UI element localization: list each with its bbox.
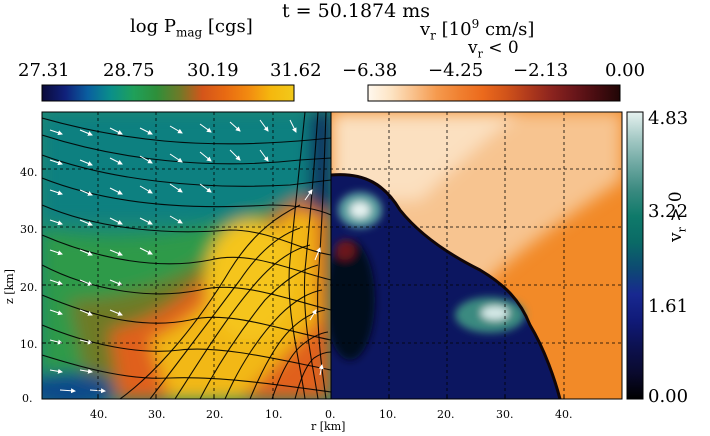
- side-colorbar-tick: 1.61: [648, 296, 689, 317]
- tick-marks: [42, 168, 565, 400]
- light-blob-lower: [481, 306, 509, 320]
- y-tick-label: 40.: [20, 166, 38, 179]
- right-colorbar-tick: −6.38: [342, 60, 398, 81]
- y-tick-label: 10.: [20, 338, 38, 351]
- right-colorbar-label-main: v: [420, 19, 431, 40]
- right-colorbar-sublabel-sub: r: [477, 47, 483, 61]
- axis-dark-strip: [310, 112, 331, 212]
- right-colorbar-tick: −4.25: [428, 60, 484, 81]
- x-axis-label: r [km]: [311, 420, 346, 433]
- right-colorbar-tick: −2.13: [513, 60, 569, 81]
- left-panel: [42, 112, 331, 399]
- left-colorbar-tick: 31.62: [270, 60, 322, 81]
- light-blob-upper: [350, 202, 370, 218]
- right-colorbar-label-sup: 9: [471, 17, 480, 31]
- x-tick-label: 30.: [148, 408, 166, 421]
- grid: [42, 112, 622, 399]
- shock-front: [331, 173, 562, 399]
- shock-region-positive: [331, 174, 560, 399]
- left-colorbar-label-sub: mag: [175, 25, 203, 40]
- plot-frame: [41, 111, 623, 400]
- x-tick-label: 40.: [90, 408, 108, 421]
- left-colorbar-label: log Pmag [cgs]: [130, 18, 253, 39]
- right-colorbar-sublabel: vr < 0: [468, 38, 519, 61]
- right-panel: [331, 112, 622, 399]
- side-colorbar-tick: 3.22: [648, 201, 689, 222]
- dark-core: [331, 240, 375, 360]
- left-colorbar-label-unit: [cgs]: [202, 16, 253, 37]
- right-colorbar: [367, 84, 621, 102]
- right-colorbar-sublabel-rest: < 0: [482, 38, 519, 58]
- side-colorbar-tick: 4.83: [648, 108, 689, 129]
- left-colorbar-tick: 27.31: [18, 60, 70, 81]
- bottom-left-blue: [42, 372, 115, 399]
- left-colorbar-tick: 30.19: [187, 60, 239, 81]
- y-tick-label: 30.: [20, 223, 38, 236]
- x-tick-label: 10.: [379, 408, 397, 421]
- left-colorbar-tick: 28.75: [103, 60, 155, 81]
- x-tick-label: 10.: [265, 408, 283, 421]
- left-colorbar-label-main: log P: [130, 16, 176, 37]
- x-tick-label: 0.: [325, 408, 336, 421]
- x-tick-label: 30.: [496, 408, 514, 421]
- x-tick-label: 20.: [206, 408, 224, 421]
- x-tick-label: 40.: [555, 408, 573, 421]
- right-colorbar-label: vr [109 cm/s]: [420, 18, 534, 42]
- dark-red-spot: [335, 240, 355, 260]
- right-colorbar-tick: 0.00: [605, 60, 646, 81]
- y-tick-label: 0.: [22, 392, 33, 405]
- side-colorbar-tick: 0.00: [648, 386, 689, 407]
- side-colorbar: [626, 111, 644, 400]
- velocity-vectors: [49, 119, 324, 394]
- right-colorbar-label-unit: [10: [435, 19, 472, 40]
- deep-orange-core: [205, 220, 295, 340]
- right-colorbar-label-unit2: cm/s]: [479, 19, 535, 40]
- x-tick-label: 20.: [437, 408, 455, 421]
- plot-title: t = 50.1874 ms: [282, 0, 431, 22]
- pale-inner-region: [331, 112, 520, 200]
- right-colorbar-label-sub: r: [430, 28, 436, 43]
- left-colorbar: [41, 84, 295, 102]
- right-colorbar-sublabel-main: v: [468, 38, 478, 58]
- y-tick-label: 20.: [20, 281, 38, 294]
